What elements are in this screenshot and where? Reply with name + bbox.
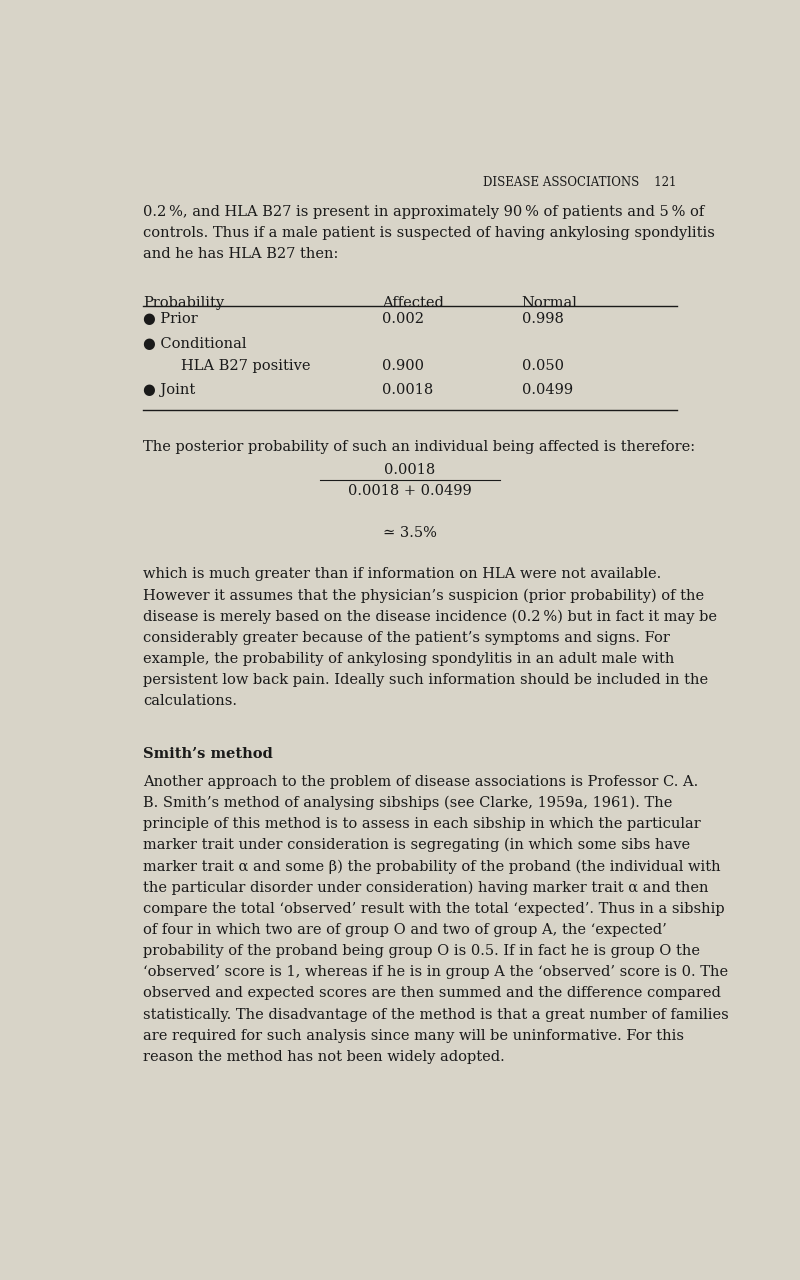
Text: 0.0018 + 0.0499: 0.0018 + 0.0499 [348, 484, 472, 498]
Text: DISEASE ASSOCIATIONS    121: DISEASE ASSOCIATIONS 121 [483, 177, 677, 189]
Text: ● Joint: ● Joint [143, 383, 196, 397]
Text: Another approach to the problem of disease associations is Professor C. A.: Another approach to the problem of disea… [143, 774, 698, 788]
Text: controls. Thus if a male patient is suspected of having ankylosing spondylitis: controls. Thus if a male patient is susp… [143, 227, 715, 241]
Text: are required for such analysis since many will be uninformative. For this: are required for such analysis since man… [143, 1029, 685, 1043]
Text: which is much greater than if information on HLA were not available.: which is much greater than if informatio… [143, 567, 662, 581]
Text: 0.2 %, and HLA B27 is present in approximately 90 % of patients and 5 % of: 0.2 %, and HLA B27 is present in approxi… [143, 205, 705, 219]
Text: 0.998: 0.998 [522, 312, 563, 326]
Text: 0.0018: 0.0018 [384, 463, 436, 477]
Text: HLA B27 positive: HLA B27 positive [181, 360, 310, 372]
Text: ● Conditional: ● Conditional [143, 338, 247, 352]
Text: 0.002: 0.002 [382, 312, 424, 326]
Text: of four in which two are of group O and two of group A, the ‘expected’: of four in which two are of group O and … [143, 923, 667, 937]
Text: ‘observed’ score is 1, whereas if he is in group A the ‘observed’ score is 0. Th: ‘observed’ score is 1, whereas if he is … [143, 965, 729, 979]
Text: ● Prior: ● Prior [143, 312, 198, 326]
Text: Probability: Probability [143, 296, 225, 310]
Text: considerably greater because of the patient’s symptoms and signs. For: considerably greater because of the pati… [143, 631, 670, 645]
Text: statistically. The disadvantage of the method is that a great number of families: statistically. The disadvantage of the m… [143, 1007, 729, 1021]
Text: Affected: Affected [382, 296, 444, 310]
Text: ≃ 3.5%: ≃ 3.5% [383, 526, 437, 540]
Text: 0.0018: 0.0018 [382, 383, 434, 397]
Text: marker trait under consideration is segregating (in which some sibs have: marker trait under consideration is segr… [143, 838, 690, 852]
Text: reason the method has not been widely adopted.: reason the method has not been widely ad… [143, 1050, 505, 1064]
Text: the particular disorder under consideration) having marker trait α and then: the particular disorder under considerat… [143, 881, 709, 895]
Text: probability of the proband being group O is 0.5. If in fact he is group O the: probability of the proband being group O… [143, 945, 701, 957]
Text: observed and expected scores are then summed and the difference compared: observed and expected scores are then su… [143, 987, 722, 1001]
Text: The posterior probability of such an individual being affected is therefore:: The posterior probability of such an ind… [143, 440, 695, 454]
Text: compare the total ‘observed’ result with the total ‘expected’. Thus in a sibship: compare the total ‘observed’ result with… [143, 901, 725, 915]
Text: 0.0499: 0.0499 [522, 383, 573, 397]
Text: marker trait α and some β) the probability of the proband (the individual with: marker trait α and some β) the probabili… [143, 859, 721, 874]
Text: and he has HLA B27 then:: and he has HLA B27 then: [143, 247, 338, 261]
Text: Smith’s method: Smith’s method [143, 748, 273, 760]
Text: principle of this method is to assess in each sibship in which the particular: principle of this method is to assess in… [143, 817, 701, 831]
Text: B. Smith’s method of analysing sibships (see Clarke, 1959a, 1961). The: B. Smith’s method of analysing sibships … [143, 796, 673, 810]
Text: 0.900: 0.900 [382, 360, 424, 372]
Text: disease is merely based on the disease incidence (0.2 %) but in fact it may be: disease is merely based on the disease i… [143, 609, 718, 623]
Text: example, the probability of ankylosing spondylitis in an adult male with: example, the probability of ankylosing s… [143, 652, 674, 666]
Text: calculations.: calculations. [143, 694, 238, 708]
Text: persistent low back pain. Ideally such information should be included in the: persistent low back pain. Ideally such i… [143, 673, 709, 687]
Text: 0.050: 0.050 [522, 360, 563, 372]
Text: However it assumes that the physician’s suspicion (prior probability) of the: However it assumes that the physician’s … [143, 589, 705, 603]
Text: Normal: Normal [522, 296, 578, 310]
